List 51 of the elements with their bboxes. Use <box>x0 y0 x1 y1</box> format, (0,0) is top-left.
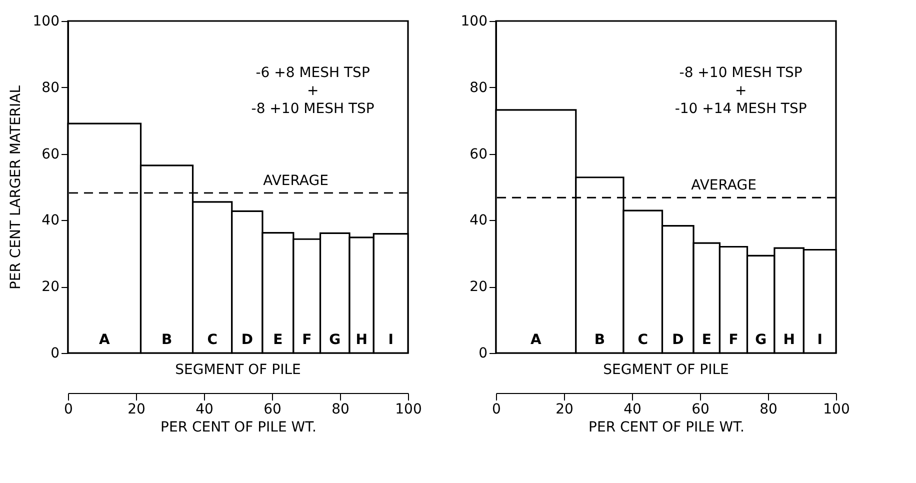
x-tick-label: 100 <box>395 402 422 418</box>
category-label: F <box>728 332 738 348</box>
y-tick-label: 100 <box>460 14 488 30</box>
category-label: F <box>302 332 312 348</box>
category-label: B <box>161 332 172 348</box>
category-label: H <box>356 332 368 348</box>
y-tick-label: 60 <box>470 146 488 162</box>
category-label: A <box>98 332 110 348</box>
x-tick-label: 20 <box>556 402 574 418</box>
category-label: G <box>329 332 341 348</box>
x-tick-label: 0 <box>64 402 73 418</box>
category-label: H <box>783 332 795 348</box>
y-tick-label: 40 <box>470 212 488 229</box>
x-tick-label: 40 <box>196 402 214 418</box>
x-tick-label: 80 <box>760 402 778 418</box>
annotation: -8 +10 MESH TSP + -10 +14 MESH TSP <box>674 65 807 117</box>
annotation: -6 +8 MESH TSP + -8 +10 MESH TSP <box>251 65 374 117</box>
category-label: E <box>273 332 283 348</box>
y-tick-label: 0 <box>478 346 488 362</box>
category-label: B <box>594 332 606 348</box>
y-tick-label: 100 <box>32 14 60 30</box>
x-tick-label: 100 <box>823 402 850 418</box>
x-axis-title: PER CENT OF PILE WT. <box>588 420 744 436</box>
category-label: A <box>530 332 542 348</box>
y-tick-label: 20 <box>42 279 60 296</box>
x-tick-label: 0 <box>492 402 501 418</box>
y-tick-label: 80 <box>470 80 488 96</box>
text: SEGMENT OF PILE <box>175 362 301 378</box>
category-label: G <box>755 332 767 348</box>
x-tick-label: 60 <box>692 402 710 418</box>
category-label: C <box>207 332 218 348</box>
x-tick-label: 60 <box>264 402 282 418</box>
y-tick-label: 40 <box>42 212 60 229</box>
y-axis-title: PER CENT LARGER MATERIAL <box>8 85 24 290</box>
x-tick-label: 40 <box>624 402 642 418</box>
x-tick-label: 20 <box>128 402 146 418</box>
ref-line-label: AVERAGE <box>263 172 328 189</box>
text: SEGMENT OF PILE <box>603 362 729 378</box>
y-tick-label: 60 <box>42 146 60 162</box>
category-label: E <box>702 332 712 348</box>
ref-line-label: AVERAGE <box>691 178 756 194</box>
category-label: I <box>388 332 394 348</box>
x-tick-label: 80 <box>332 402 350 418</box>
x-axis-title: PER CENT OF PILE WT. <box>160 420 316 436</box>
category-label: D <box>241 332 253 348</box>
category-label: I <box>817 332 822 348</box>
y-tick-label: 20 <box>470 279 488 296</box>
category-label: C <box>638 332 648 348</box>
y-tick-label: 80 <box>42 80 60 96</box>
y-tick-label: 0 <box>50 346 60 362</box>
category-label: D <box>672 332 684 348</box>
